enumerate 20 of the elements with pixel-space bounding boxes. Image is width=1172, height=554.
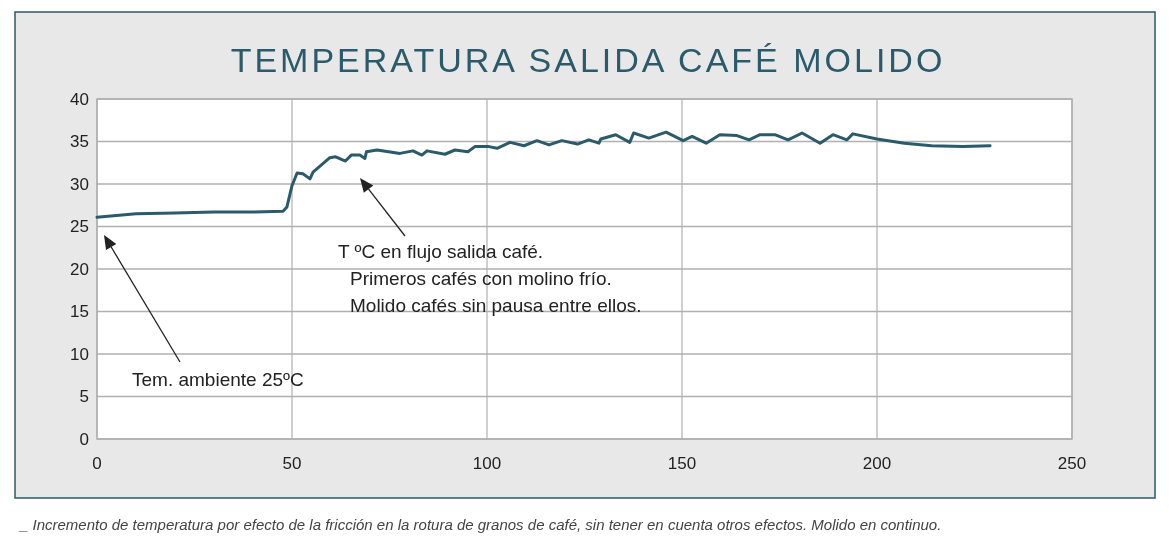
annotation: T ºC en flujo salida café. Primeros cafés con molino frío. Molido cafés sin pausa entre ellos.: [338, 241, 642, 316]
line-series: [95, 130, 992, 219]
x-tick-label: 50: [282, 454, 302, 473]
x-tick-label: 100: [472, 454, 502, 473]
text: _ Incremento de temperatura por efecto de la fricción en la rotura de granos de café, sin tener en cuenta otros efectos. Molido en continuo.: [18, 516, 942, 533]
y-tick-label: 0: [79, 429, 89, 449]
x-tick-label: 200: [862, 454, 892, 473]
y-tick-label: 40: [70, 89, 89, 109]
y-tick-label: 15: [70, 302, 89, 322]
y-tick-label: 20: [70, 259, 89, 279]
y-tick-label: 30: [70, 174, 89, 194]
y-tick-label: 25: [70, 217, 89, 237]
x-tick-label: 250: [1057, 454, 1087, 473]
y-tick-label: 5: [79, 387, 89, 407]
y-tick-label: 10: [70, 344, 89, 364]
x-tick-label: 0: [92, 454, 102, 473]
x-tick-label: 150: [667, 454, 697, 473]
chart-title: TEMPERATURA SALIDA CAFÉ MOLIDO: [230, 41, 946, 79]
y-tick-label: 35: [70, 132, 89, 152]
annotation: Tem. ambiente 25ºC: [132, 369, 304, 390]
